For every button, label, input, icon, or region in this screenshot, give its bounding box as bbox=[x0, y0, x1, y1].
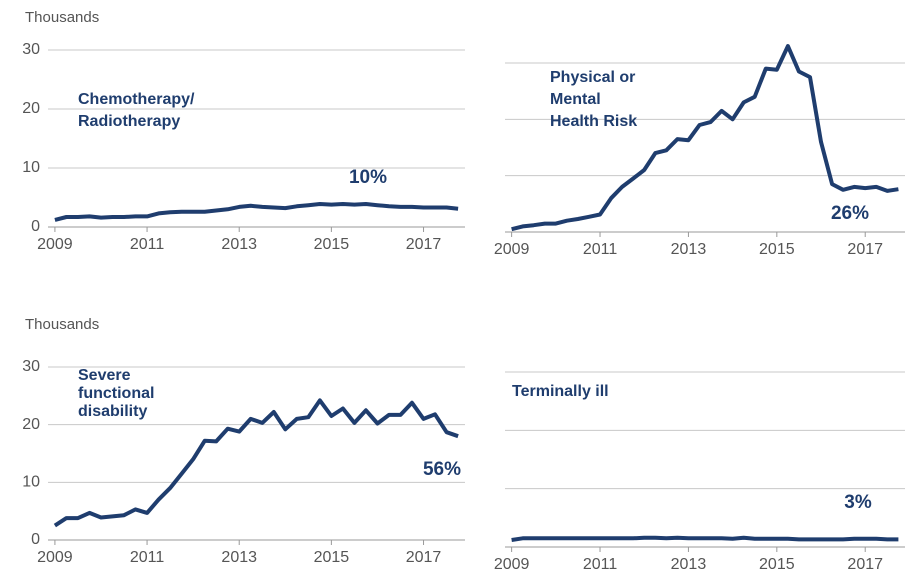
x-tick-label: 2017 bbox=[406, 549, 442, 566]
x-tick-label: 2017 bbox=[406, 236, 442, 253]
share-label: 3% bbox=[844, 492, 872, 513]
y-tick-label: 30 bbox=[22, 41, 40, 58]
y-tick-label: 0 bbox=[31, 218, 40, 235]
share-label: 26% bbox=[831, 203, 869, 224]
data-line bbox=[511, 535, 899, 542]
y-tick-label: 10 bbox=[22, 159, 40, 176]
y-axis-label: Thousands bbox=[25, 316, 99, 333]
series-label: Severe bbox=[78, 367, 131, 384]
x-tick-label: 2011 bbox=[130, 549, 165, 566]
y-axis-label: Thousands bbox=[25, 9, 99, 26]
series-label: Physical or bbox=[550, 69, 635, 86]
y-tick-label: 0 bbox=[31, 531, 40, 548]
x-tick-label: 2013 bbox=[221, 236, 257, 253]
series-label: Radiotherapy bbox=[78, 113, 180, 130]
x-tick-label: 2009 bbox=[37, 236, 73, 253]
y-tick-label: 20 bbox=[22, 416, 40, 433]
series-label: functional bbox=[78, 385, 154, 402]
x-tick-label: 2017 bbox=[847, 556, 883, 571]
x-tick-label: 2015 bbox=[314, 236, 350, 253]
x-tick-label: 2015 bbox=[314, 549, 350, 566]
y-tick-label: 20 bbox=[22, 100, 40, 117]
x-tick-label: 2009 bbox=[494, 241, 530, 258]
data-line bbox=[54, 202, 459, 222]
x-tick-label: 2011 bbox=[583, 241, 618, 258]
series-label: Chemotherapy/ bbox=[78, 91, 195, 108]
x-tick-label: 2009 bbox=[494, 556, 530, 571]
x-tick-label: 2015 bbox=[759, 241, 795, 258]
series-label: Mental bbox=[550, 91, 601, 108]
x-tick-label: 2009 bbox=[37, 549, 73, 566]
series-label: disability bbox=[78, 403, 147, 420]
x-tick-label: 2015 bbox=[759, 556, 795, 571]
x-tick-label: 2011 bbox=[130, 236, 165, 253]
x-tick-label: 2011 bbox=[583, 556, 618, 571]
series-label: Health Risk bbox=[550, 113, 637, 130]
share-label: 56% bbox=[423, 459, 461, 480]
share-label: 10% bbox=[349, 167, 387, 188]
x-tick-label: 2013 bbox=[671, 556, 707, 571]
x-tick-label: 2013 bbox=[221, 549, 257, 566]
x-tick-label: 2013 bbox=[671, 241, 707, 258]
x-tick-label: 2017 bbox=[847, 241, 883, 258]
y-tick-label: 10 bbox=[22, 474, 40, 491]
data-line bbox=[53, 398, 459, 528]
series-label: Terminally ill bbox=[512, 383, 609, 400]
y-tick-label: 30 bbox=[22, 358, 40, 375]
data-line bbox=[511, 44, 899, 232]
